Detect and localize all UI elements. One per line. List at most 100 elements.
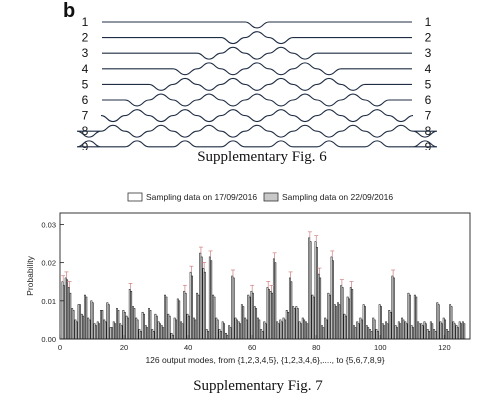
bar-series-2 xyxy=(213,296,216,340)
bar-series-2 xyxy=(322,327,325,340)
port-label-left: 5 xyxy=(82,77,89,91)
bar-series-2 xyxy=(149,310,152,340)
port-label-right: 7 xyxy=(425,109,432,123)
bar-series-2 xyxy=(450,306,453,340)
bar-series-2 xyxy=(405,323,408,340)
legend-label-series-1: Sampling data on 17/09/2016 xyxy=(146,192,257,202)
bar-series-2 xyxy=(101,310,104,340)
legend-label-series-2: Sampling data on 22/09/2016 xyxy=(282,192,393,202)
port-label-left: 7 xyxy=(82,109,89,123)
bar-series-2 xyxy=(319,277,322,340)
waveguide xyxy=(100,109,414,123)
bar-series-2 xyxy=(242,306,245,340)
bar-series-2 xyxy=(232,277,235,340)
bar-series-2 xyxy=(373,319,376,340)
bar-series-2 xyxy=(325,319,328,340)
waveguide xyxy=(102,31,412,45)
bar-series-2 xyxy=(126,317,129,340)
y-tick-label: 0.00 xyxy=(41,335,56,344)
bar-series-2 xyxy=(184,292,187,340)
waveguide xyxy=(76,124,438,138)
bar-series-2 xyxy=(360,319,363,340)
bar-series-2 xyxy=(191,275,193,340)
x-tick-label: 120 xyxy=(438,343,451,352)
bar-series-2 xyxy=(178,300,181,340)
bar-series-2 xyxy=(299,323,302,340)
port-label-left: 9 xyxy=(82,140,89,150)
bar-series-2 xyxy=(136,319,139,340)
bar-series-2 xyxy=(412,327,414,340)
bar-series-2 xyxy=(155,315,158,340)
bar-series-2 xyxy=(303,319,306,340)
bar-series-2 xyxy=(293,308,296,340)
legend-swatch-series-2 xyxy=(263,192,279,202)
bar-series-2 xyxy=(338,304,341,340)
bar-series-2 xyxy=(431,323,434,340)
bar-series-2 xyxy=(383,325,386,340)
bar-series-2 xyxy=(271,292,274,340)
bar-series-2 xyxy=(104,321,107,340)
bar-series-2 xyxy=(363,306,366,340)
bar-series-2 xyxy=(306,323,309,340)
bar-series-2 xyxy=(440,323,443,340)
waveguide xyxy=(102,93,412,107)
bar-series-2 xyxy=(376,331,379,340)
bar-series-2 xyxy=(283,319,286,340)
bar-series-2 xyxy=(117,310,120,340)
bar-series-2 xyxy=(194,319,197,340)
bar-series-2 xyxy=(428,331,431,340)
bar-series-2 xyxy=(130,290,133,340)
bar-series-2 xyxy=(367,327,370,340)
bar-series-2 xyxy=(226,334,229,340)
plot-frame xyxy=(59,212,471,340)
bar-series-2 xyxy=(357,323,360,340)
bar-series-2 xyxy=(120,325,123,340)
bar-series-2 xyxy=(139,331,142,340)
bar-series-2 xyxy=(82,315,85,340)
bar-series-2 xyxy=(463,323,466,340)
bar-series-2 xyxy=(200,256,203,340)
bar-series-2 xyxy=(181,323,184,340)
bar-series-2 xyxy=(85,296,88,340)
figure-7-caption: Supplementary Fig. 7 xyxy=(193,378,323,394)
port-label-right: 1 xyxy=(425,15,432,29)
bar-series-2 xyxy=(62,285,65,340)
figure-6-caption: Supplementary Fig. 6 xyxy=(197,149,327,165)
bar-series-2 xyxy=(239,323,242,340)
bar-series-2 xyxy=(261,331,264,340)
probability-bar-chart: Sampling data on 17/09/2016 Sampling data… xyxy=(25,192,471,365)
x-tick-label: 60 xyxy=(248,343,256,352)
bar-series-2 xyxy=(66,279,69,340)
bar-series-2 xyxy=(328,294,331,340)
bar-series-2 xyxy=(168,315,171,340)
bar-series-2 xyxy=(331,260,334,340)
port-label-right: 3 xyxy=(425,46,432,60)
bar-series-2 xyxy=(229,327,232,340)
waveguide xyxy=(102,46,412,60)
x-tick-label: 20 xyxy=(120,343,128,352)
bar-series-2 xyxy=(219,331,222,340)
bar-series-2 xyxy=(347,298,350,340)
bar-series-2 xyxy=(142,313,145,340)
bar-series-2 xyxy=(309,241,312,340)
y-tick-label: 0.01 xyxy=(41,297,56,306)
bar-series-2 xyxy=(418,323,421,340)
bar-series-2 xyxy=(421,325,424,340)
waveguide xyxy=(102,77,412,91)
waveguide xyxy=(102,62,412,76)
port-label-right: 5 xyxy=(425,77,432,91)
bar-series-2 xyxy=(78,304,81,340)
x-axis-label: 126 output modes, from {1,2,3,4,5}, {1,2… xyxy=(145,355,384,365)
port-label-left: 6 xyxy=(82,93,89,107)
waveguide xyxy=(102,21,412,29)
bar-series-2 xyxy=(88,319,91,340)
bar-series-2 xyxy=(207,331,209,340)
bar-series-2 xyxy=(274,262,277,340)
port-label-left: 3 xyxy=(82,46,89,60)
waveguide xyxy=(76,140,438,148)
port-label-left: 2 xyxy=(82,31,89,45)
bar-series-2 xyxy=(354,327,357,340)
bar-series-2 xyxy=(258,319,261,340)
x-tick-label: 0 xyxy=(58,343,62,352)
bar-series-2 xyxy=(255,308,258,340)
